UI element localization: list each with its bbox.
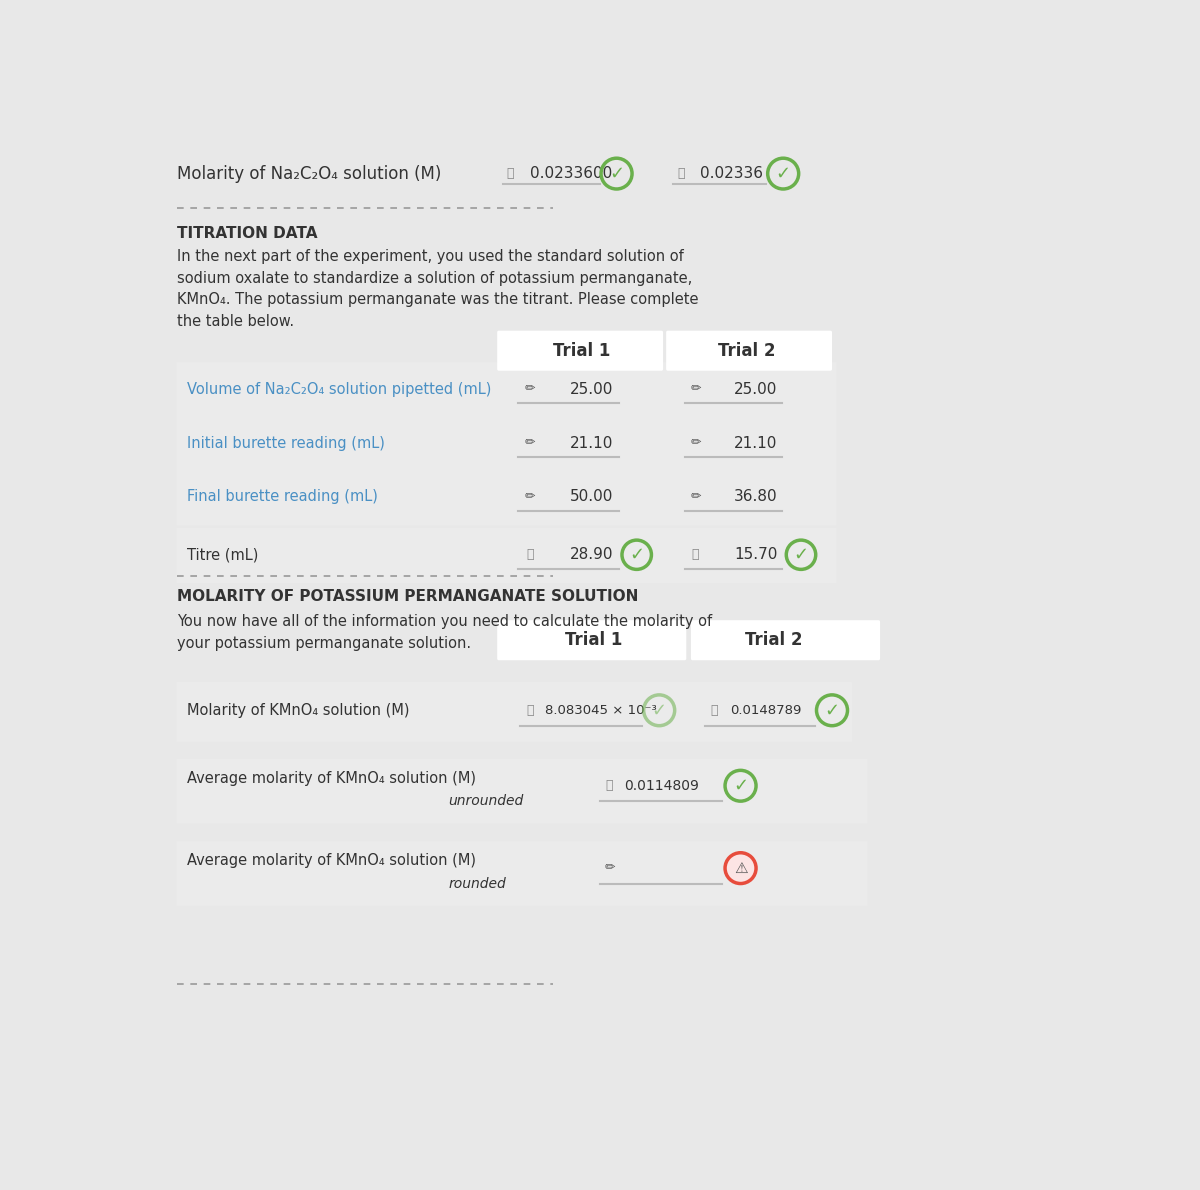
Text: ✓: ✓ [652, 701, 667, 719]
Text: 21.10: 21.10 [734, 436, 778, 451]
Text: ✓: ✓ [629, 546, 644, 564]
Text: 0.0233600: 0.0233600 [529, 167, 612, 181]
Text: 25.00: 25.00 [734, 382, 778, 396]
Text: 🔒: 🔒 [526, 549, 534, 562]
Text: Average molarity of KMnO₄ solution (M): Average molarity of KMnO₄ solution (M) [187, 853, 476, 868]
Text: ✓: ✓ [608, 164, 624, 182]
FancyBboxPatch shape [176, 759, 868, 823]
Text: the table below.: the table below. [178, 314, 294, 328]
FancyBboxPatch shape [176, 682, 852, 741]
Text: In the next part of the experiment, you used the standard solution of: In the next part of the experiment, you … [178, 249, 684, 264]
Text: 21.10: 21.10 [570, 436, 613, 451]
Text: 0.02336: 0.02336 [701, 167, 763, 181]
Text: your potassium permanganate solution.: your potassium permanganate solution. [178, 635, 472, 651]
Text: rounded: rounded [449, 877, 506, 890]
Circle shape [725, 853, 756, 883]
Text: Final burette reading (mL): Final burette reading (mL) [187, 489, 378, 505]
Text: You now have all of the information you need to calculate the molarity of: You now have all of the information you … [178, 614, 713, 630]
Text: ✓: ✓ [775, 164, 791, 182]
FancyBboxPatch shape [176, 362, 836, 418]
Text: 🔒: 🔒 [692, 549, 700, 562]
Text: Trial 2: Trial 2 [718, 342, 775, 359]
FancyBboxPatch shape [691, 620, 880, 660]
Text: Trial 1: Trial 1 [565, 631, 622, 650]
Text: ✏: ✏ [524, 383, 535, 396]
FancyBboxPatch shape [176, 528, 836, 583]
Text: ✏: ✏ [690, 490, 701, 503]
Text: ✓: ✓ [824, 701, 840, 719]
Text: 36.80: 36.80 [734, 489, 778, 505]
Text: 8.083045 × 10⁻³: 8.083045 × 10⁻³ [545, 703, 658, 716]
Text: unrounded: unrounded [449, 794, 523, 808]
Text: 🔒: 🔒 [605, 779, 612, 793]
FancyBboxPatch shape [176, 416, 836, 471]
Text: 28.90: 28.90 [570, 547, 613, 562]
FancyBboxPatch shape [176, 470, 836, 526]
Text: Average molarity of KMnO₄ solution (M): Average molarity of KMnO₄ solution (M) [187, 771, 476, 785]
Text: 🔒: 🔒 [677, 167, 685, 180]
Text: Trial 2: Trial 2 [745, 631, 803, 650]
Text: 0.0114809: 0.0114809 [624, 778, 700, 793]
Text: ✓: ✓ [733, 777, 748, 795]
Text: Initial burette reading (mL): Initial burette reading (mL) [187, 436, 385, 451]
Text: ✏: ✏ [690, 383, 701, 396]
FancyBboxPatch shape [176, 841, 868, 906]
Text: Volume of Na₂C₂O₄ solution pipetted (mL): Volume of Na₂C₂O₄ solution pipetted (mL) [187, 382, 492, 396]
Text: TITRATION DATA: TITRATION DATA [178, 226, 318, 240]
Text: 25.00: 25.00 [570, 382, 613, 396]
Text: MOLARITY OF POTASSIUM PERMANGANATE SOLUTION: MOLARITY OF POTASSIUM PERMANGANATE SOLUT… [178, 589, 638, 605]
Text: ✏: ✏ [524, 437, 535, 450]
FancyBboxPatch shape [497, 331, 664, 371]
Text: 50.00: 50.00 [570, 489, 613, 505]
Text: KMnO₄. The potassium permanganate was the titrant. Please complete: KMnO₄. The potassium permanganate was th… [178, 293, 698, 307]
Text: ✏: ✏ [605, 862, 616, 875]
Text: Trial 1: Trial 1 [553, 342, 611, 359]
Text: 🔒: 🔒 [506, 167, 514, 180]
Text: 🔒: 🔒 [526, 703, 534, 716]
Text: ✏: ✏ [690, 437, 701, 450]
Text: Molarity of Na₂C₂O₄ solution (M): Molarity of Na₂C₂O₄ solution (M) [178, 164, 442, 182]
Text: ✏: ✏ [524, 490, 535, 503]
FancyBboxPatch shape [497, 620, 686, 660]
Text: Titre (mL): Titre (mL) [187, 547, 258, 562]
Text: 🔒: 🔒 [710, 703, 718, 716]
Text: ⚠: ⚠ [733, 860, 748, 876]
Text: sodium oxalate to standardize a solution of potassium permanganate,: sodium oxalate to standardize a solution… [178, 270, 692, 286]
FancyBboxPatch shape [666, 331, 832, 371]
Text: Molarity of KMnO₄ solution (M): Molarity of KMnO₄ solution (M) [187, 703, 409, 718]
Text: 15.70: 15.70 [734, 547, 778, 562]
Text: 0.0148789: 0.0148789 [730, 703, 802, 716]
Text: ✓: ✓ [793, 546, 809, 564]
